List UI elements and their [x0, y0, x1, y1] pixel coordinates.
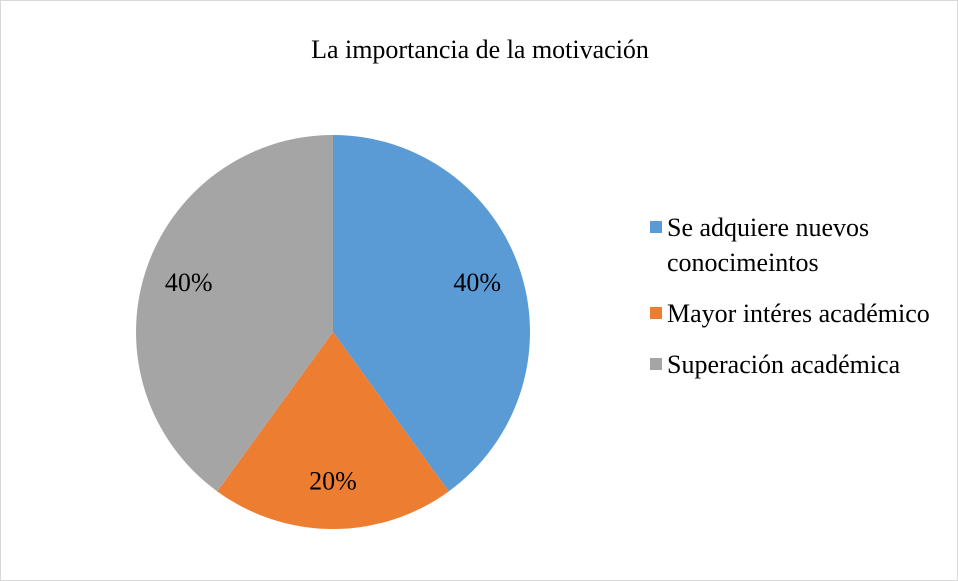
legend-label: Superación académica	[667, 350, 901, 379]
data-label: 40%	[165, 268, 213, 297]
chart-title: La importancia de la motivación	[311, 35, 649, 64]
legend-swatch	[650, 358, 662, 370]
legend-item: Mayor intéres académico	[650, 296, 950, 331]
legend-label: Mayor intéres académico	[667, 299, 930, 328]
data-label: 20%	[309, 467, 357, 496]
legend-label: Se adquiere nuevos conocimeintos	[667, 213, 870, 277]
pie-slice	[217, 332, 449, 529]
pie-slice	[136, 135, 333, 492]
pie-slice	[333, 135, 530, 492]
legend-swatch	[650, 307, 662, 319]
legend-swatch	[650, 221, 662, 233]
legend-item: Superación académica	[650, 347, 950, 382]
legend: Se adquiere nuevos conocimeintos Mayor in…	[650, 210, 950, 398]
legend-item: Se adquiere nuevos conocimeintos	[650, 210, 950, 280]
data-label: 40%	[453, 268, 501, 297]
